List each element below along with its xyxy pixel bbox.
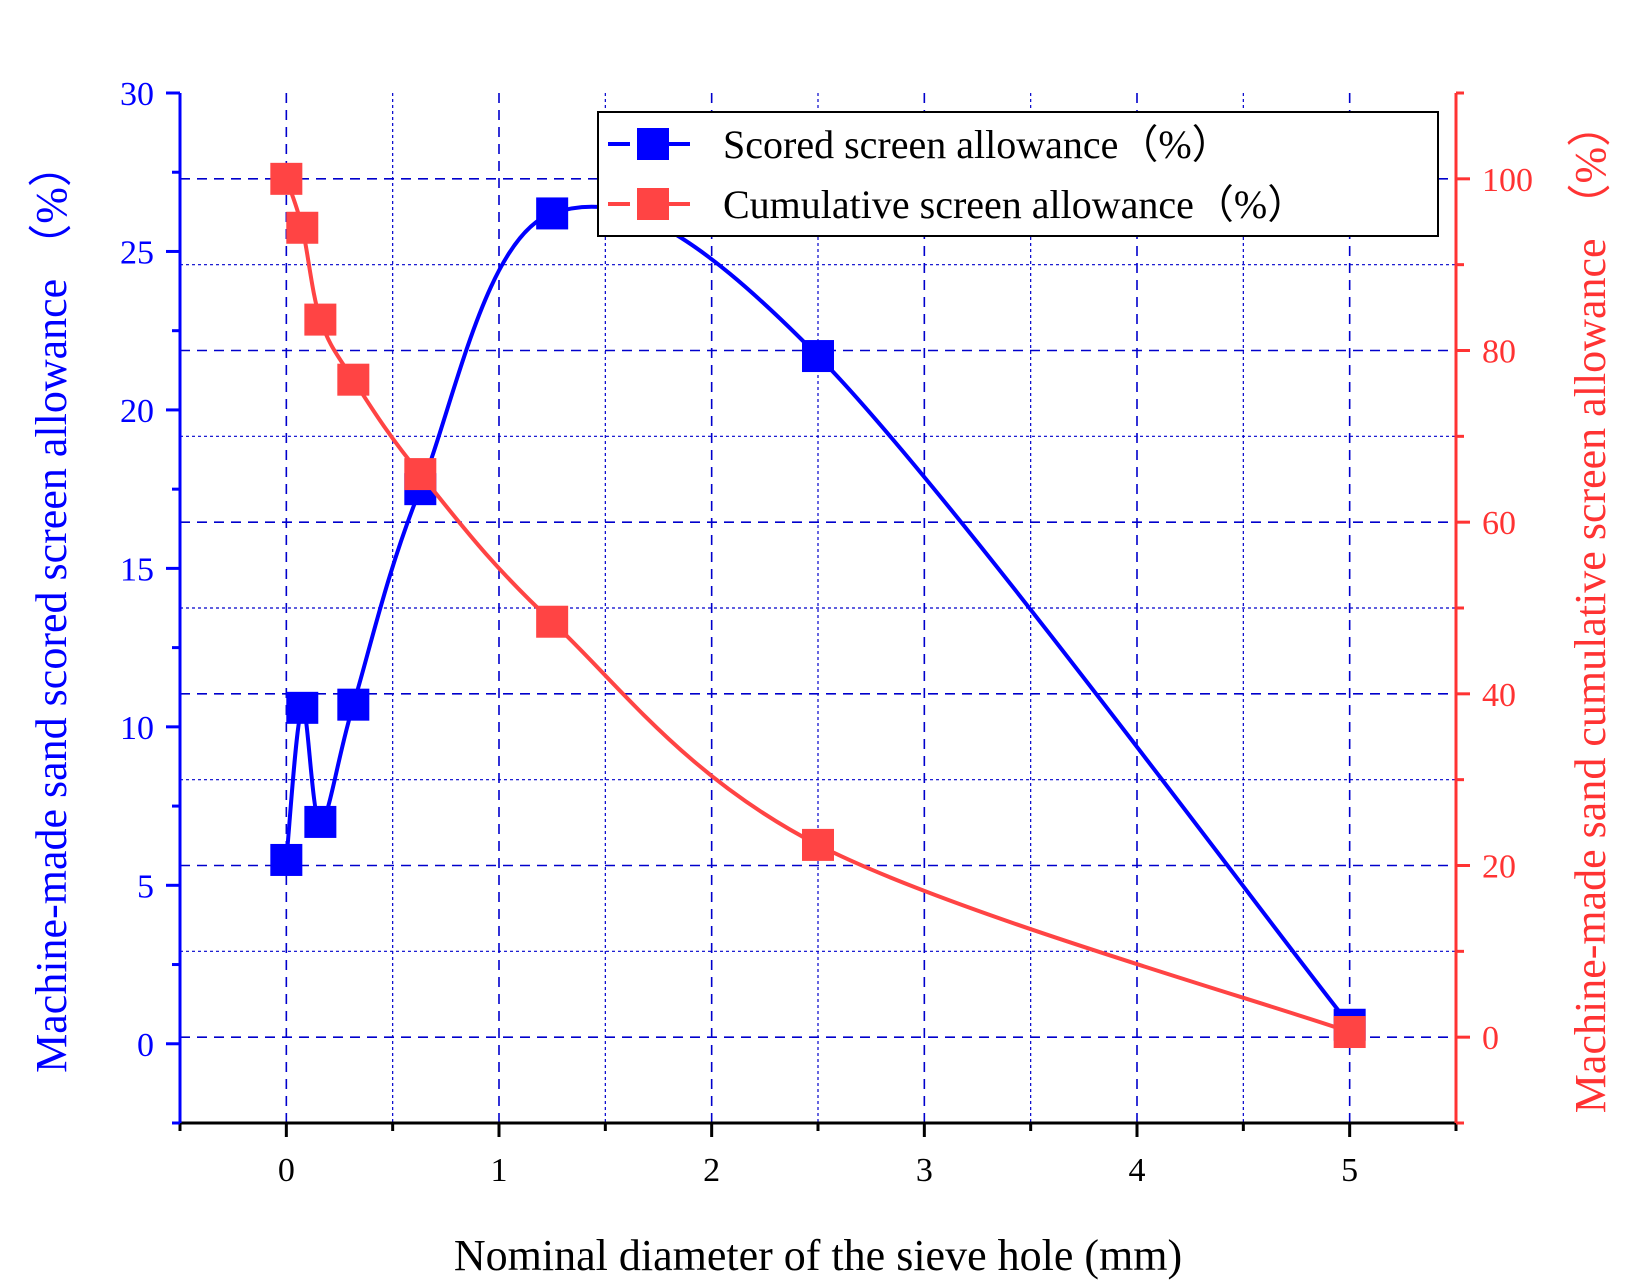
axes: 0 1 2 3 4 5 0 5 10 15 20 25 30 0 20 40 60 80 100 [120,76,1533,1189]
legend-label-1: Scored screen allowance（%） [723,122,1232,167]
grid [180,93,1456,1123]
left-y-axis-title: Machine-made sand scored screen allowanc… [27,143,76,1073]
right-y-axis-title: Machine-made sand cumulative screen allo… [1566,103,1615,1113]
legend-box [597,111,1439,237]
x-tick-label: 5 [1341,1152,1358,1189]
series-2-marker [536,605,569,638]
series-2-marker [304,303,337,336]
x-tick-label: 0 [278,1152,295,1189]
right-y-tick-label: 40 [1482,677,1516,714]
legend-label-2: Cumulative screen allowance（%） [723,182,1307,227]
series-2-marker [270,162,303,195]
x-tick-label: 4 [1129,1152,1146,1189]
left-y-tick-label: 10 [120,710,154,747]
series-1-marker [270,843,303,876]
series-2-marker [404,458,437,491]
right-y-tick-label: 80 [1482,334,1516,371]
left-y-tick-label: 0 [137,1027,154,1064]
series-2-marker [286,211,319,244]
series-line-1 [284,204,1352,1026]
series-2-marker [802,828,834,861]
left-y-tick-label: 20 [120,393,154,430]
legend-marker-2 [637,188,669,220]
left-y-tick-label: 30 [120,76,154,113]
right-y-tick-label: 60 [1482,505,1516,542]
series-1-marker [286,691,319,724]
right-y-tick-label: 20 [1482,849,1516,886]
series-2-marker [337,363,370,396]
x-axis-title: Nominal diameter of the sieve hole (mm) [454,1231,1182,1280]
right-y-tick-label: 0 [1482,1020,1499,1057]
left-y-tick-label: 25 [120,234,154,271]
x-tick-label: 1 [491,1152,508,1189]
left-y-tick-label: 15 [120,551,154,588]
series-1-marker [337,688,370,721]
legend-marker-1 [637,128,669,160]
series-1-marker [802,340,834,373]
series-1-marker [304,805,337,838]
left-y-tick-label: 5 [137,868,154,905]
series-line-2 [284,178,1351,1034]
legend: Scored screen allowance（%） Cumulative scr… [597,111,1439,237]
x-tick-label: 2 [703,1152,720,1189]
axis-titles: Nominal diameter of the sieve hole (mm) M… [27,103,1615,1280]
series-1-marker [536,197,569,230]
series-2-marker [1333,1016,1366,1049]
series [270,162,1366,1049]
x-tick-label: 3 [916,1152,933,1189]
right-y-tick-label: 100 [1482,162,1533,199]
